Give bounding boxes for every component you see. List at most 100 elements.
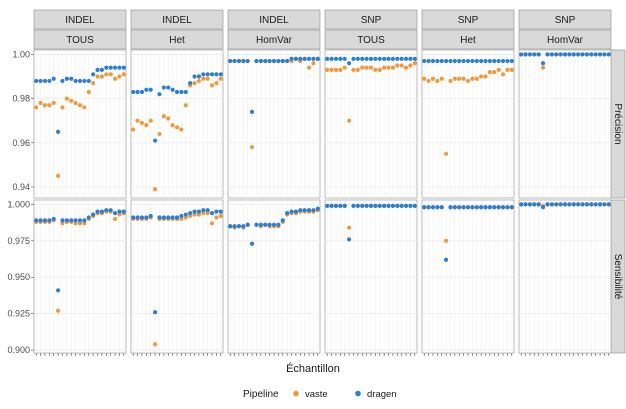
point-dragen: [209, 211, 215, 216]
y-axes: 0.94 0.96 0.98 1.00 0.900 0.925 0.950 0.975 1.00…: [7, 49, 610, 356]
point-vaste: [192, 81, 197, 86]
strip-zygosity-label: HomVar: [547, 35, 584, 46]
point-vaste: [426, 78, 431, 84]
point-dragen: [276, 58, 281, 64]
point-dragen: [293, 209, 299, 214]
point-dragen: [519, 202, 524, 207]
y-tick-label: 0.950: [7, 272, 30, 282]
point-vaste: [144, 123, 149, 128]
point-dragen: [209, 72, 215, 77]
point-dragen: [435, 58, 440, 64]
point-dragen: [606, 52, 611, 57]
point-dragen: [263, 222, 268, 227]
panel: [227, 49, 321, 199]
point-vaste: [333, 67, 339, 72]
point-dragen: [161, 85, 166, 90]
point-vaste: [104, 72, 109, 77]
point-dragen: [135, 89, 140, 95]
point-vaste: [73, 100, 78, 106]
point-dragen: [73, 218, 78, 223]
point-dragen: [567, 52, 572, 57]
point-vaste: [435, 78, 440, 84]
panel: [324, 49, 418, 199]
point-vaste: [179, 216, 184, 222]
y-tick-label: 0.98: [12, 94, 30, 104]
point-dragen: [377, 56, 382, 61]
point-dragen: [99, 209, 105, 214]
point-dragen: [351, 203, 356, 208]
point-dragen: [377, 203, 382, 208]
point-dragen: [60, 78, 65, 84]
point-vaste: [346, 225, 352, 230]
row-strip-label: Précision: [612, 103, 623, 144]
point-vaste: [329, 67, 334, 72]
point-dragen: [82, 218, 87, 223]
point-vaste: [209, 83, 215, 88]
point-dragen: [245, 58, 250, 64]
point-dragen: [465, 205, 471, 210]
point-dragen: [112, 211, 118, 216]
point-dragen: [408, 203, 413, 208]
point-dragen: [69, 218, 74, 223]
point-dragen: [267, 222, 272, 227]
point-dragen: [333, 203, 339, 208]
point-vaste: [218, 213, 223, 219]
point-dragen: [241, 58, 246, 64]
point-dragen: [342, 203, 347, 208]
point-dragen: [584, 52, 590, 57]
point-dragen: [338, 56, 343, 61]
panel: [324, 199, 418, 354]
point-dragen: [201, 72, 206, 77]
strip-zygosity-bg: [130, 29, 224, 50]
point-dragen: [117, 65, 122, 70]
point-dragen: [152, 310, 158, 315]
point-dragen: [448, 205, 453, 210]
point-dragen: [474, 205, 479, 210]
point-dragen: [532, 52, 537, 57]
point-vaste: [430, 76, 436, 81]
point-dragen: [218, 72, 223, 77]
point-dragen: [532, 202, 537, 207]
point-vaste: [492, 69, 497, 75]
point-vaste: [452, 76, 457, 81]
point-dragen: [549, 202, 554, 207]
point-vaste: [205, 76, 210, 81]
point-dragen: [196, 209, 202, 214]
point-vaste: [355, 67, 360, 72]
point-vaste: [474, 76, 479, 81]
point-dragen: [47, 78, 52, 84]
point-dragen: [289, 209, 294, 214]
point-dragen: [443, 257, 449, 262]
point-dragen: [329, 203, 334, 208]
point-vaste: [364, 65, 369, 70]
point-vaste: [73, 221, 78, 226]
point-dragen: [593, 202, 598, 207]
point-dragen: [562, 202, 568, 207]
point-vaste: [174, 125, 180, 130]
point-dragen: [192, 74, 197, 79]
point-vaste: [121, 72, 126, 77]
point-dragen: [306, 208, 312, 213]
panel: [227, 199, 321, 354]
point-dragen: [254, 222, 259, 227]
point-vaste: [351, 67, 356, 72]
point-vaste: [196, 78, 202, 84]
point-dragen: [104, 208, 109, 213]
point-vaste: [183, 215, 188, 220]
point-dragen: [196, 74, 202, 79]
point-dragen: [382, 203, 387, 208]
row-strips: Précision Sensibilité: [609, 49, 626, 354]
point-dragen: [364, 203, 369, 208]
point-dragen: [403, 56, 409, 61]
y-tick-label: 0.900: [7, 345, 30, 355]
point-dragen: [232, 224, 237, 229]
point-dragen: [483, 58, 488, 64]
point-vaste: [201, 76, 206, 81]
y-tick-label: 1.000: [7, 199, 30, 209]
point-dragen: [426, 205, 431, 210]
point-dragen: [188, 211, 193, 216]
point-dragen: [51, 76, 56, 81]
point-dragen: [148, 87, 153, 92]
point-dragen: [465, 58, 471, 64]
point-dragen: [170, 87, 175, 92]
